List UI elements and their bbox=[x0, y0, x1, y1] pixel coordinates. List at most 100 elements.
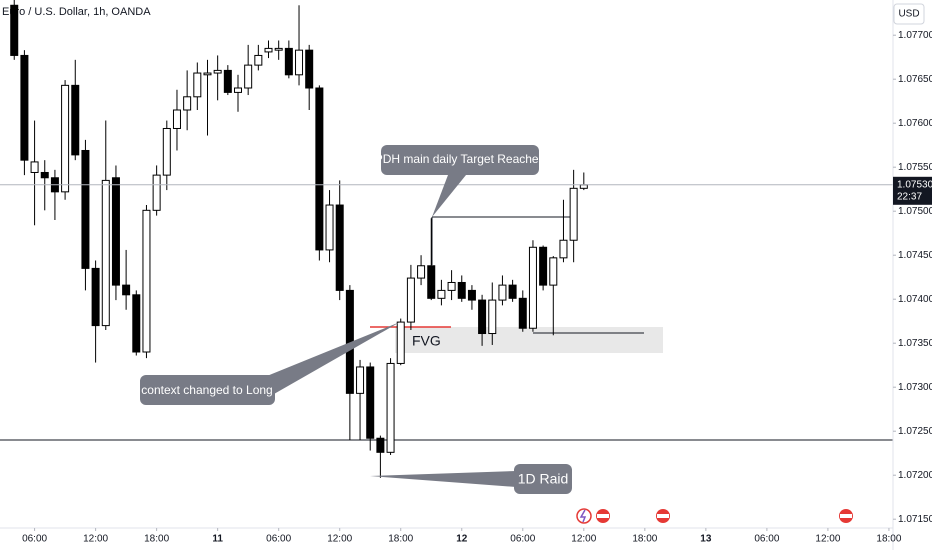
candle-body bbox=[335, 204, 344, 291]
event-icons bbox=[576, 508, 853, 524]
last-price-box bbox=[893, 176, 932, 205]
y-tick-label: 1.07300 bbox=[898, 382, 932, 393]
y-tick-label: 1.07250 bbox=[898, 426, 932, 437]
y-tick-label: 1.07550 bbox=[898, 162, 932, 173]
callout-pointer bbox=[262, 322, 400, 394]
candle-body bbox=[233, 87, 242, 93]
candle-body bbox=[81, 149, 90, 269]
event-icon bbox=[840, 514, 852, 518]
candle-body bbox=[132, 294, 141, 353]
candle-body bbox=[274, 47, 283, 51]
candle-body bbox=[498, 284, 507, 301]
candle-body bbox=[61, 84, 70, 193]
x-tick-label: 06:00 bbox=[22, 534, 47, 545]
candle-body bbox=[396, 321, 405, 364]
candle-body bbox=[172, 109, 181, 129]
event-icon bbox=[576, 508, 592, 524]
candle-body bbox=[406, 277, 415, 323]
candle-body bbox=[356, 366, 365, 394]
event-icon bbox=[597, 514, 609, 518]
candle-body bbox=[528, 246, 537, 329]
candle-body bbox=[111, 177, 120, 286]
currency-button[interactable] bbox=[893, 3, 925, 25]
callout-box bbox=[140, 375, 275, 405]
candle-body bbox=[193, 72, 202, 98]
x-tick-label: 12:00 bbox=[83, 534, 108, 545]
candle-body bbox=[569, 187, 578, 241]
candle-body bbox=[559, 239, 568, 259]
callout-box bbox=[381, 145, 539, 175]
drawings bbox=[0, 216, 893, 441]
candle-body bbox=[223, 69, 232, 93]
x-tick-label: 12:00 bbox=[571, 534, 596, 545]
callout-box bbox=[514, 464, 572, 494]
candle-body bbox=[264, 47, 273, 53]
callout-text: context changed to Long bbox=[141, 383, 272, 397]
y-tick-label: 1.07500 bbox=[898, 206, 932, 217]
candle-body bbox=[254, 54, 263, 66]
candle-body bbox=[244, 64, 253, 89]
candle-body bbox=[162, 127, 171, 176]
x-tick-label: 18:00 bbox=[632, 534, 657, 545]
countdown-label: 22:37 bbox=[897, 191, 922, 202]
candle-body bbox=[437, 289, 446, 299]
candle-body bbox=[579, 184, 588, 189]
fvg-label: FVG bbox=[412, 333, 441, 349]
x-tick-label: 18:00 bbox=[388, 534, 413, 545]
x-tick-label: 18:00 bbox=[876, 534, 901, 545]
callout-text: PDH main daily Target Reached bbox=[375, 152, 546, 166]
x-tick-label: 06:00 bbox=[754, 534, 779, 545]
candle-body bbox=[142, 209, 151, 353]
callout-pointer bbox=[370, 471, 516, 487]
candle-body bbox=[305, 49, 314, 89]
candle-body bbox=[488, 299, 497, 335]
candle-body bbox=[386, 362, 395, 453]
x-tick-label: 06:00 bbox=[510, 534, 535, 545]
x-tick-label: 12 bbox=[456, 534, 468, 545]
y-tick-label: 1.07600 bbox=[898, 118, 932, 129]
y-tick-label: 1.07350 bbox=[898, 338, 932, 349]
candle-body bbox=[508, 284, 517, 299]
callout-pointer bbox=[432, 175, 466, 217]
candle-body bbox=[467, 289, 476, 301]
candle-body bbox=[152, 174, 161, 211]
candle-body bbox=[417, 265, 426, 279]
x-tick-label: 12:00 bbox=[815, 534, 840, 545]
candle-body bbox=[539, 246, 548, 286]
candle-body bbox=[91, 267, 100, 327]
candle-body bbox=[122, 284, 131, 296]
candle-body bbox=[518, 297, 527, 329]
candle-body bbox=[30, 161, 39, 173]
candle-body bbox=[478, 299, 487, 335]
candle-body bbox=[315, 87, 324, 251]
x-tick-label: 06:00 bbox=[266, 534, 291, 545]
candle-body bbox=[213, 69, 222, 74]
candle-body bbox=[40, 171, 49, 179]
currency-label[interactable]: USD bbox=[898, 9, 919, 20]
candle-body bbox=[376, 437, 385, 453]
candle-body bbox=[20, 54, 29, 161]
x-tick-label: 11 bbox=[212, 534, 223, 545]
candle-body bbox=[427, 265, 436, 299]
x-tick-label: 12:00 bbox=[327, 534, 352, 545]
candle-body bbox=[71, 84, 80, 156]
last-price-label: 1.07530 bbox=[897, 179, 932, 190]
callouts: FVG PDH main daily Target Reached contex… bbox=[140, 145, 572, 494]
candle-body bbox=[203, 72, 212, 76]
candle-body bbox=[295, 49, 304, 76]
x-tick-label: 18:00 bbox=[144, 534, 169, 545]
event-icon bbox=[579, 509, 587, 523]
y-tick-label: 1.07450 bbox=[898, 250, 932, 261]
candle-body bbox=[183, 96, 192, 111]
candle-body bbox=[101, 179, 110, 327]
y-tick-label: 1.07150 bbox=[898, 514, 932, 525]
y-tick-label: 1.07700 bbox=[898, 30, 932, 41]
event-icon bbox=[657, 514, 669, 518]
candle-body bbox=[549, 257, 558, 286]
y-tick-label: 1.07400 bbox=[898, 294, 932, 305]
candle-body bbox=[10, 4, 19, 56]
fvg-zone bbox=[395, 327, 663, 353]
chart-title: Euro / U.S. Dollar, 1h, OANDA bbox=[2, 6, 151, 18]
